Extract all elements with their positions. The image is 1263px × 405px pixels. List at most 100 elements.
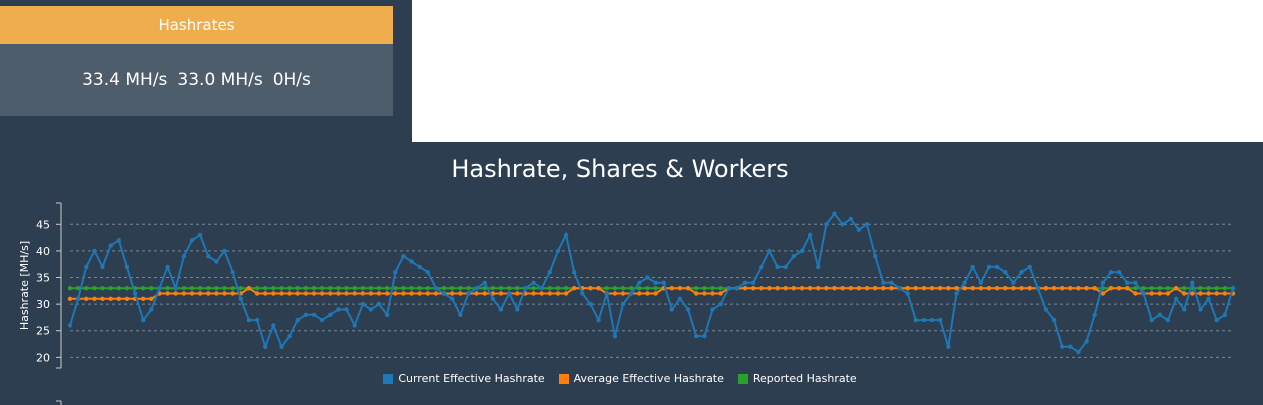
data-point-0: [661, 280, 666, 285]
legend-swatch-reported: [737, 373, 748, 384]
data-point-0: [393, 270, 398, 275]
data-point-2: [637, 286, 642, 291]
legend-item-current[interactable]: Current Effective Hashrate: [383, 372, 545, 385]
data-point-0: [246, 317, 252, 323]
data-point-0: [702, 333, 707, 339]
data-point-0: [873, 254, 878, 259]
data-point-0: [1206, 296, 1211, 301]
data-point-1: [482, 291, 487, 296]
y-tick-label: 40: [36, 245, 50, 258]
data-point-1: [100, 296, 105, 301]
data-point-0: [653, 280, 658, 285]
data-point-0: [1214, 317, 1219, 323]
data-point-2: [181, 286, 187, 291]
data-point-0: [881, 280, 886, 285]
data-point-2: [1182, 286, 1187, 291]
data-point-2: [393, 286, 398, 291]
series-line-1: [70, 287, 1233, 300]
data-point-1: [1003, 286, 1008, 291]
data-point-1: [799, 286, 805, 291]
data-point-1: [954, 286, 959, 291]
data-point-0: [897, 286, 902, 291]
data-point-0: [222, 248, 227, 254]
data-point-0: [580, 291, 585, 296]
data-point-0: [1182, 307, 1187, 312]
data-point-2: [319, 286, 325, 291]
data-point-1: [230, 291, 235, 296]
data-point-1: [775, 286, 780, 291]
data-point-1: [677, 286, 683, 291]
data-point-1: [319, 291, 325, 296]
legend-item-average[interactable]: Average Effective Hashrate: [558, 372, 724, 385]
data-point-1: [921, 286, 927, 291]
data-point-0: [482, 280, 487, 285]
data-point-2: [710, 286, 715, 291]
data-point-0: [141, 317, 146, 323]
data-point-0: [1108, 270, 1114, 275]
data-point-0: [946, 344, 951, 349]
data-point-0: [620, 301, 626, 307]
data-point-1: [1198, 291, 1203, 296]
data-point-1: [376, 291, 382, 296]
data-point-0: [149, 307, 154, 312]
data-point-2: [108, 286, 113, 291]
data-point-1: [1157, 291, 1163, 296]
data-point-0: [124, 264, 130, 270]
data-point-2: [100, 286, 105, 291]
data-point-1: [433, 291, 439, 296]
data-point-0: [994, 264, 1000, 270]
data-point-1: [848, 286, 853, 291]
data-point-2: [490, 286, 496, 291]
data-point-0: [807, 232, 813, 238]
data-point-1: [653, 291, 658, 296]
data-point-0: [1035, 286, 1041, 291]
data-point-2: [197, 286, 203, 291]
data-point-1: [913, 286, 918, 291]
data-point-2: [254, 286, 260, 291]
data-point-2: [360, 286, 365, 291]
data-point-0: [336, 307, 341, 312]
data-point-0: [441, 291, 447, 296]
data-point-1: [645, 291, 650, 296]
data-point-0: [986, 264, 992, 270]
data-point-1: [1076, 286, 1081, 291]
data-point-0: [962, 280, 967, 285]
data-point-0: [352, 323, 357, 328]
data-point-0: [759, 264, 764, 270]
data-point-0: [913, 317, 918, 323]
data-point-0: [1173, 296, 1179, 301]
data-point-1: [385, 291, 390, 296]
data-point-2: [67, 286, 73, 291]
data-point-1: [344, 291, 349, 296]
data-point-2: [694, 286, 699, 291]
data-point-1: [189, 291, 195, 296]
legend-item-reported[interactable]: Reported Hashrate: [737, 372, 857, 385]
data-point-0: [840, 222, 845, 227]
data-point-1: [498, 291, 504, 296]
data-point-0: [376, 301, 382, 307]
data-point-2: [214, 286, 219, 291]
data-point-0: [360, 301, 365, 307]
data-point-0: [1222, 312, 1228, 317]
y-tick-label: 35: [36, 272, 50, 285]
data-point-2: [328, 286, 333, 291]
data-point-1: [1182, 291, 1187, 296]
data-point-0: [263, 344, 268, 349]
data-point-1: [1019, 286, 1024, 291]
data-point-0: [303, 312, 309, 317]
data-point-1: [832, 286, 837, 291]
data-point-2: [1198, 286, 1203, 291]
data-point-0: [100, 264, 105, 270]
data-point-1: [368, 291, 374, 296]
data-point-1: [67, 296, 73, 301]
data-point-0: [409, 259, 414, 264]
data-point-0: [67, 323, 73, 328]
legend-swatch-current: [383, 373, 394, 384]
data-point-0: [368, 307, 374, 312]
data-point-0: [1157, 312, 1163, 317]
data-point-0: [718, 301, 723, 307]
legend-swatch-average: [558, 373, 569, 384]
data-point-2: [279, 286, 284, 291]
series-line-0: [69, 211, 1234, 354]
